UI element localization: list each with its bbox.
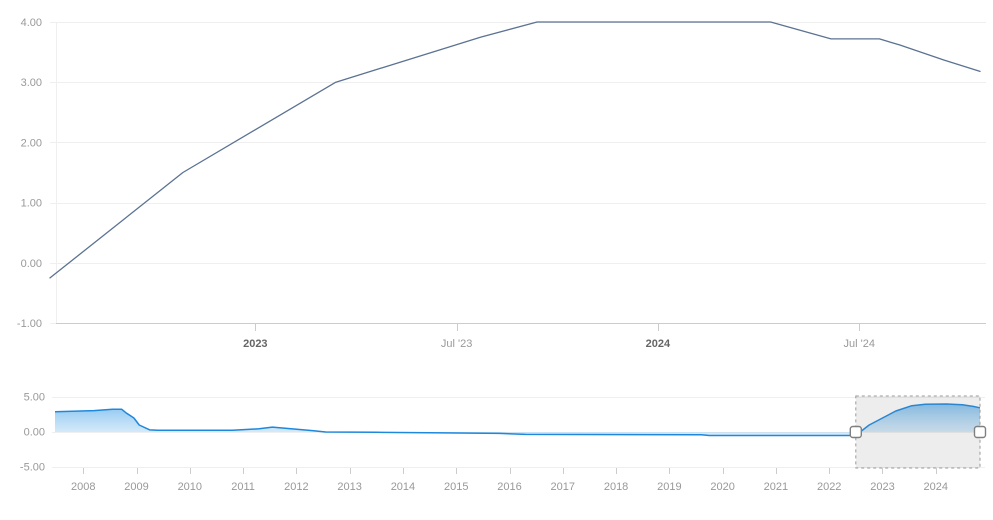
- navigator-handle-right[interactable]: [973, 425, 987, 439]
- main-x-axis-label: 2024: [646, 338, 671, 350]
- nav-x-axis-label: 2023: [870, 481, 894, 493]
- nav-series-line: [54, 403, 981, 437]
- nav-x-axis-label: 2011: [231, 481, 255, 493]
- nav-x-axis-label: 2015: [444, 481, 468, 493]
- nav-x-axis-label: 2008: [71, 481, 95, 493]
- nav-x-axis-label: 2024: [924, 481, 948, 493]
- nav-x-axis-label: 2012: [284, 481, 308, 493]
- nav-x-axis-label: 2018: [604, 481, 628, 493]
- nav-x-axis-label: 2017: [551, 481, 575, 493]
- nav-x-axis-label: 2021: [764, 481, 788, 493]
- nav-x-axis-label: 2014: [391, 481, 415, 493]
- nav-x-axis-label: 2020: [710, 481, 734, 493]
- main-y-axis-label: 1.00: [21, 198, 42, 210]
- nav-y-axis-label: 0.00: [24, 426, 45, 438]
- main-y-axis-label: 3.00: [21, 77, 42, 89]
- nav-x-axis-label: 2013: [337, 481, 361, 493]
- main-x-axis-label: 2023: [243, 338, 267, 350]
- nav-x-axis-label: 2010: [178, 481, 202, 493]
- nav-x-axis-label: 2022: [817, 481, 841, 493]
- main-y-axis-label: -1.00: [17, 318, 42, 330]
- navigator-chart[interactable]: 5.00 0.00 -5.00 2008 2009 2010 2011 2012 2013 201…: [0, 385, 993, 520]
- main-y-axis-label: 0.00: [21, 258, 42, 270]
- nav-y-axis-label: -5.00: [20, 461, 45, 473]
- main-y-axis-label: 4.00: [21, 17, 42, 29]
- nav-x-axis-label: 2009: [124, 481, 148, 493]
- main-chart: -1.00 0.00 1.00 2.00 3.00 4.00 2023 Jul '23 2024…: [17, 17, 986, 350]
- nav-x-axis-label: 2019: [657, 481, 681, 493]
- navigator-selection-box[interactable]: [855, 395, 981, 469]
- main-y-axis-label: 2.00: [21, 137, 42, 149]
- nav-x-axis-label: 2016: [497, 481, 521, 493]
- main-series-line: [49, 21, 981, 279]
- main-x-axis-label: Jul '23: [441, 338, 472, 350]
- navigator-handle-left[interactable]: [849, 425, 862, 439]
- main-x-axis-label: Jul '24: [843, 338, 874, 350]
- nav-y-axis-label: 5.00: [24, 392, 45, 404]
